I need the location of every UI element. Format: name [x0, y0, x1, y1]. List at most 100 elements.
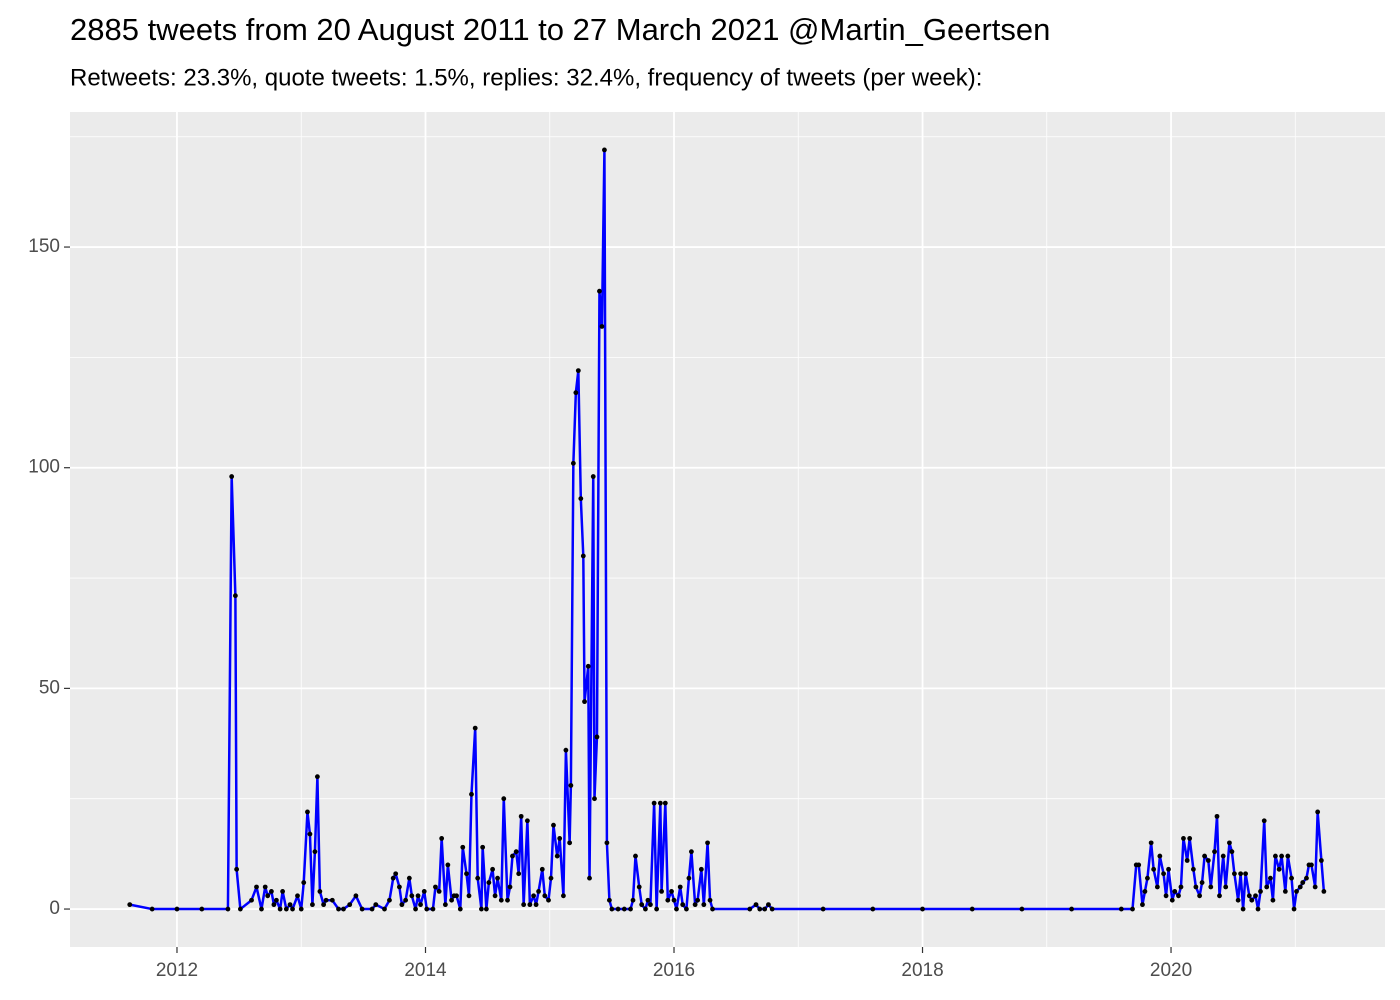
data-point: [1178, 884, 1184, 890]
data-point: [1279, 853, 1285, 859]
data-point: [573, 390, 579, 396]
data-point: [1243, 871, 1248, 877]
data-point: [1273, 853, 1278, 859]
data-point: [1312, 884, 1318, 890]
data-point: [820, 906, 826, 912]
data-point: [1270, 897, 1276, 903]
data-point: [439, 836, 445, 841]
data-point: [492, 893, 498, 899]
data-point: [199, 906, 205, 912]
data-point: [387, 897, 392, 903]
data-point: [513, 849, 519, 855]
data-point: [1291, 906, 1297, 912]
data-point: [415, 893, 421, 899]
data-point: [305, 809, 310, 815]
data-point: [1294, 888, 1299, 894]
data-point: [277, 906, 283, 912]
data-point: [590, 474, 596, 479]
data-point: [920, 906, 925, 912]
data-point: [312, 849, 318, 855]
data-point: [546, 897, 551, 903]
data-point: [578, 496, 584, 502]
data-point: [567, 840, 573, 846]
data-point: [1190, 866, 1196, 872]
data-point: [505, 897, 510, 903]
data-point: [301, 880, 307, 885]
data-point: [469, 791, 474, 797]
data-point: [1151, 866, 1157, 872]
data-point: [1255, 906, 1261, 912]
data-point: [1214, 813, 1220, 819]
data-point: [399, 902, 405, 908]
data-point: [707, 897, 713, 903]
data-point: [1264, 884, 1270, 890]
data-point: [314, 774, 320, 780]
data-point: [710, 906, 715, 912]
data-point: [424, 906, 430, 912]
data-point: [290, 906, 295, 912]
data-point: [551, 822, 556, 828]
data-point: [1304, 875, 1309, 881]
data-point: [280, 888, 286, 894]
data-point: [563, 747, 569, 753]
data-point: [531, 893, 536, 899]
y-tick-label: 0: [49, 898, 60, 919]
data-point: [382, 906, 387, 912]
data-point: [262, 884, 268, 890]
data-point: [421, 888, 427, 894]
data-point: [1181, 836, 1186, 841]
data-point: [321, 902, 327, 908]
data-point: [1321, 888, 1327, 894]
data-point: [249, 897, 254, 903]
data-point: [597, 288, 602, 294]
data-point: [507, 884, 513, 890]
data-point: [602, 147, 607, 153]
data-point: [287, 902, 293, 908]
data-point: [643, 906, 648, 912]
data-point: [1217, 893, 1222, 899]
data-point: [536, 888, 541, 894]
data-point: [621, 906, 627, 912]
data-point: [527, 902, 533, 908]
data-point: [1276, 866, 1282, 872]
data-point: [636, 884, 642, 890]
data-point: [575, 368, 581, 374]
data-point: [418, 902, 423, 908]
data-point: [1246, 893, 1252, 899]
data-point: [1253, 893, 1258, 899]
data-point: [701, 902, 707, 908]
data-point: [472, 725, 478, 731]
data-point: [273, 897, 279, 903]
data-point: [747, 906, 753, 912]
data-point: [1227, 840, 1232, 846]
data-point: [1205, 858, 1211, 863]
data-point: [341, 906, 346, 912]
data-point: [1166, 866, 1171, 872]
data-point: [705, 840, 710, 846]
data-point: [271, 902, 277, 908]
data-point: [615, 906, 621, 912]
data-point: [753, 902, 759, 908]
data-point: [1197, 893, 1203, 899]
data-point: [1285, 853, 1291, 859]
data-point: [454, 893, 459, 899]
y-tick-label: 100: [28, 457, 60, 478]
data-point: [647, 902, 653, 908]
data-point: [662, 800, 668, 806]
data-point: [486, 880, 492, 885]
data-point: [518, 813, 524, 819]
data-point: [254, 884, 259, 890]
data-point: [1187, 836, 1193, 841]
data-point: [592, 796, 597, 802]
data-point: [1232, 871, 1237, 877]
x-tick-label: 2020: [1150, 960, 1192, 981]
data-point: [548, 875, 554, 881]
data-point: [969, 906, 975, 912]
data-point: [310, 902, 315, 908]
data-point: [1309, 862, 1314, 868]
data-point: [225, 906, 231, 912]
data-point: [259, 906, 264, 912]
data-point: [1258, 888, 1263, 894]
